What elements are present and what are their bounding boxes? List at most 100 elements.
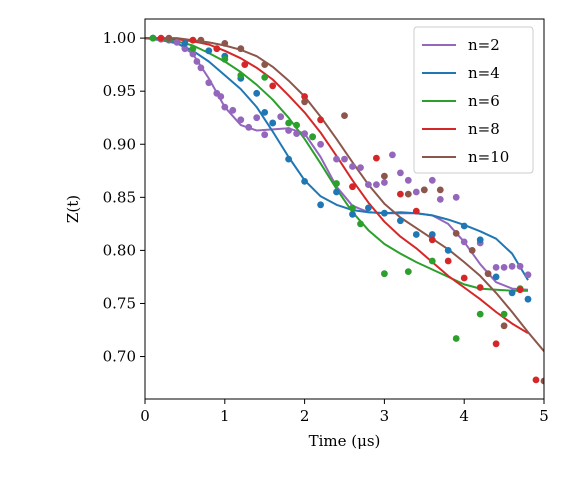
- data-point-n=4: [524, 295, 532, 303]
- legend-label: n=6: [468, 92, 500, 110]
- data-point-n=2: [397, 169, 404, 177]
- series-line-n=10: [145, 37, 544, 352]
- y-axis-label: Z(t): [64, 195, 82, 223]
- data-point-n=2: [500, 264, 508, 271]
- data-point-n=2: [189, 50, 197, 58]
- data-point-n=10: [237, 45, 245, 53]
- data-point-n=10: [261, 61, 269, 68]
- data-point-n=4: [397, 217, 404, 225]
- data-point-n=2: [173, 39, 181, 46]
- data-point-n=2: [404, 176, 412, 184]
- legend-label: n=4: [468, 64, 500, 82]
- data-point-n=4: [492, 273, 500, 281]
- legend-label: n=8: [468, 120, 500, 138]
- data-point-n=2: [412, 188, 420, 196]
- data-point-n=4: [508, 289, 516, 297]
- data-point-n=6: [452, 335, 460, 342]
- data-point-n=8: [301, 93, 308, 100]
- data-point-n=10: [452, 230, 460, 237]
- data-point-n=2: [381, 179, 388, 186]
- data-point-n=8: [317, 116, 324, 124]
- data-point-n=6: [381, 270, 388, 278]
- data-point-n=8: [213, 45, 221, 53]
- legend-box: [413, 26, 534, 174]
- legend-label: n=2: [468, 36, 500, 54]
- data-point-n=4: [349, 210, 356, 218]
- data-point-n=2: [197, 64, 205, 72]
- data-point-n=2: [333, 155, 340, 163]
- legend: n=2 n=4 n=6 n=8 n=10: [413, 26, 534, 174]
- data-point-n=8: [241, 61, 249, 68]
- data-point-n=10: [165, 34, 173, 42]
- data-point-n=10: [404, 190, 412, 198]
- data-point-n=2: [205, 79, 213, 87]
- data-point-n=2: [181, 45, 189, 53]
- data-point-n=2: [341, 155, 348, 163]
- data-point-n=6: [293, 121, 300, 129]
- data-point-n=6: [237, 71, 245, 79]
- data-point-n=6: [428, 257, 436, 265]
- y-tick-label: 0.85: [103, 188, 136, 206]
- data-point-n=10: [500, 322, 508, 330]
- data-point-n=2: [229, 106, 237, 114]
- data-point-n=6: [404, 268, 412, 275]
- data-point-n=8: [412, 207, 420, 215]
- data-point-n=8: [532, 376, 540, 384]
- data-point-n=2: [277, 113, 285, 121]
- data-point-n=4: [181, 40, 189, 47]
- data-point-n=2: [245, 123, 253, 131]
- y-tick-label: 0.90: [103, 135, 136, 153]
- data-point-n=8: [189, 36, 197, 44]
- y-tick-label: 0.95: [103, 82, 136, 100]
- data-point-n=10: [468, 247, 476, 254]
- data-point-n=10: [341, 112, 348, 119]
- data-point-n=8: [157, 34, 165, 42]
- data-point-n=2: [516, 262, 524, 270]
- data-point-n=6: [149, 34, 157, 42]
- y-tick-label: 0.70: [103, 348, 136, 366]
- series-points: [149, 34, 544, 385]
- data-point-n=6: [221, 55, 229, 63]
- x-axis: 0 1 2 3 4 5: [140, 399, 549, 425]
- data-point-n=8: [444, 257, 452, 265]
- data-point-n=2: [373, 181, 380, 189]
- data-point-n=6: [500, 310, 508, 318]
- data-point-n=8: [397, 190, 404, 198]
- y-tick-label: 0.80: [103, 241, 136, 259]
- legend-label: n=10: [468, 148, 509, 166]
- data-point-n=4: [269, 119, 277, 127]
- x-tick-label: 5: [539, 407, 549, 425]
- data-point-n=2: [261, 131, 269, 139]
- data-point-n=2: [237, 116, 245, 124]
- data-point-n=4: [333, 188, 340, 196]
- data-point-n=2: [349, 163, 356, 170]
- y-tick-label: 0.75: [103, 294, 136, 312]
- data-point-n=6: [309, 133, 316, 141]
- data-point-n=8: [373, 154, 380, 162]
- data-point-n=2: [253, 114, 261, 122]
- data-point-n=4: [285, 155, 292, 163]
- data-point-n=6: [333, 180, 340, 187]
- data-point-n=8: [476, 284, 484, 291]
- data-point-n=2: [221, 103, 229, 111]
- plot-frame: [144, 18, 545, 400]
- data-point-n=4: [444, 247, 452, 254]
- data-point-n=6: [189, 45, 197, 53]
- data-point-n=4: [381, 209, 388, 217]
- data-point-n=2: [389, 151, 396, 159]
- data-point-n=4: [428, 231, 436, 238]
- data-point-n=2: [193, 58, 201, 65]
- data-point-n=4: [476, 236, 484, 244]
- data-point-n=10: [540, 377, 544, 385]
- data-point-n=2: [301, 130, 308, 138]
- data-point-n=4: [317, 201, 324, 209]
- data-point-n=2: [524, 271, 532, 279]
- data-point-n=2: [293, 130, 300, 138]
- data-point-n=8: [492, 340, 500, 348]
- data-point-n=4: [301, 178, 308, 185]
- data-point-n=8: [460, 274, 468, 282]
- data-point-n=10: [197, 36, 205, 44]
- data-point-n=2: [452, 193, 460, 201]
- data-point-n=4: [412, 231, 420, 238]
